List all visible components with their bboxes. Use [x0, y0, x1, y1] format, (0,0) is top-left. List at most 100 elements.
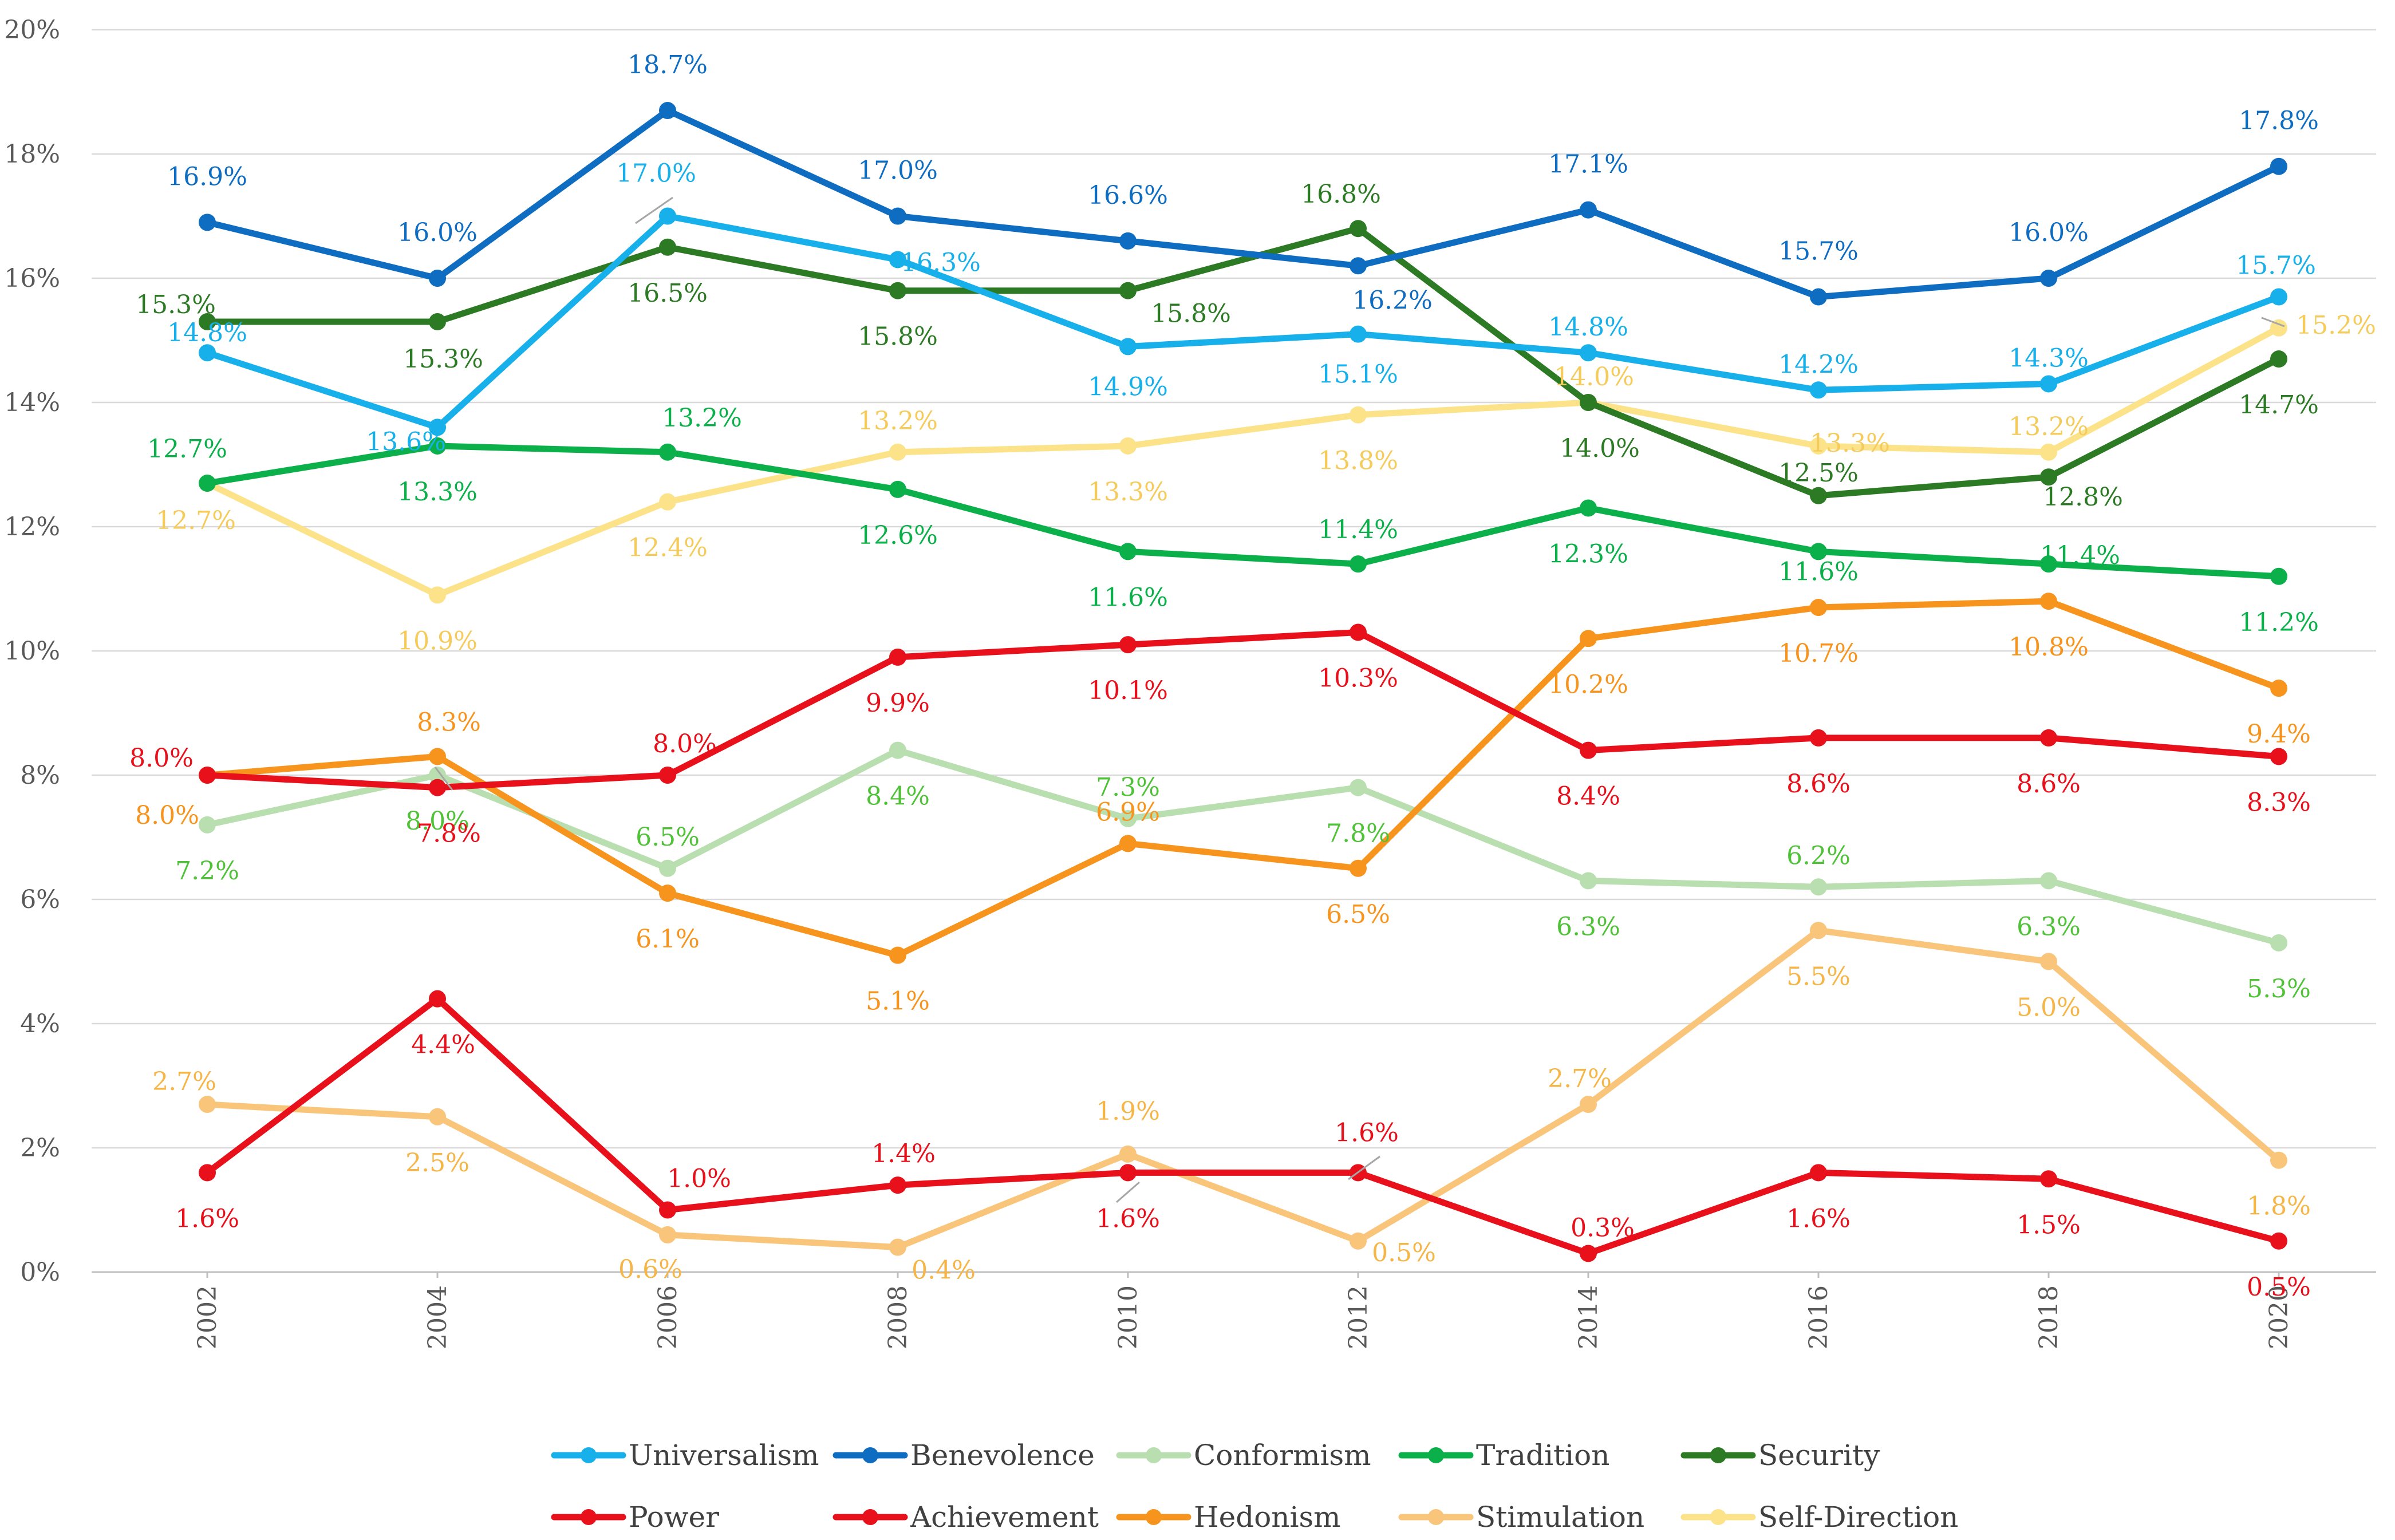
data-point: [429, 437, 446, 455]
data-label: 14.0%: [1560, 434, 1640, 463]
data-point: [659, 1201, 676, 1219]
leader-line: [434, 767, 453, 791]
data-point: [2040, 729, 2057, 747]
data-label: 13.3%: [397, 477, 478, 507]
series-line: [204, 107, 2282, 301]
data-label: 10.3%: [1318, 664, 1398, 693]
data-label: 16.2%: [1352, 286, 1433, 315]
x-tick-label: 2018: [2034, 1285, 2063, 1349]
data-label: 12.5%: [1778, 459, 1859, 488]
data-point: [1350, 406, 1367, 424]
data-point: [1119, 232, 1137, 250]
series-line: [204, 996, 2282, 1257]
series-security: [199, 220, 2287, 504]
y-tick-label: 20%: [4, 15, 60, 45]
data-point: [429, 779, 446, 796]
data-point: [2040, 468, 2057, 486]
data-point: [199, 313, 216, 330]
data-label: 11.2%: [2239, 608, 2319, 637]
legend-label: Security: [1758, 1439, 1880, 1472]
data-point: [1350, 859, 1367, 877]
data-point: [199, 214, 216, 231]
legend-item-achievement[interactable]: Achievement: [832, 1500, 1099, 1534]
data-label: 12.4%: [628, 534, 708, 563]
series-achievement: [199, 623, 2287, 796]
x-tick-label: 2020: [2264, 1285, 2294, 1349]
data-point: [1580, 499, 1597, 517]
data-label: 2.7%: [1548, 1064, 1612, 1093]
data-label: 2.7%: [152, 1067, 216, 1096]
data-label: 0.5%: [1372, 1238, 1436, 1267]
data-point: [889, 207, 906, 225]
data-label: 10.7%: [1778, 639, 1859, 668]
data-label: 13.8%: [1318, 447, 1398, 476]
data-point: [1350, 220, 1367, 238]
data-label: 13.3%: [1810, 429, 1890, 458]
legend-item-self-direction[interactable]: Self-Direction: [1680, 1500, 1958, 1534]
data-point: [889, 946, 906, 964]
x-tick-label: 2016: [1804, 1285, 1833, 1349]
series-line: [204, 225, 2282, 499]
legend-item-conformism[interactable]: Conformism: [1116, 1439, 1371, 1472]
data-label: 6.9%: [1096, 797, 1160, 827]
data-label: 5.0%: [2017, 993, 2081, 1022]
data-label: 8.6%: [1786, 769, 1850, 799]
data-point: [889, 480, 906, 498]
legend-swatch-marker: [581, 1447, 597, 1463]
data-point: [2040, 375, 2057, 393]
legend-label: Power: [629, 1500, 719, 1534]
data-label: 15.8%: [858, 322, 938, 352]
data-point: [199, 344, 216, 362]
data-point: [889, 1238, 906, 1256]
data-point: [1580, 1245, 1597, 1262]
data-point: [1580, 1096, 1597, 1113]
data-label: 16.0%: [397, 218, 478, 247]
data-point: [1119, 437, 1137, 455]
data-point: [1350, 257, 1367, 275]
data-label: 14.2%: [1778, 350, 1859, 379]
series-line: [204, 598, 2282, 959]
data-point: [1580, 201, 1597, 219]
data-point: [2270, 350, 2287, 368]
series-hedonism: [199, 593, 2287, 964]
data-label: 11.6%: [1778, 557, 1859, 586]
data-label: 17.0%: [616, 159, 696, 188]
legend-item-hedonism[interactable]: Hedonism: [1116, 1500, 1341, 1534]
data-label: 6.2%: [1786, 841, 1850, 870]
data-label: 5.1%: [866, 987, 930, 1016]
leader-line: [635, 196, 673, 224]
data-label: 14.8%: [1548, 313, 1628, 342]
data-label: 16.6%: [1088, 181, 1168, 210]
data-point: [1350, 555, 1367, 573]
legend-label: Conformism: [1194, 1439, 1371, 1472]
data-point: [1580, 394, 1597, 411]
legend-swatch-marker: [1710, 1509, 1726, 1525]
legend-item-tradition[interactable]: Tradition: [1398, 1439, 1609, 1472]
data-point: [1810, 1164, 1827, 1182]
y-tick-label: 16%: [4, 264, 60, 293]
data-point: [659, 859, 676, 877]
data-point: [429, 748, 446, 765]
data-point: [2270, 567, 2287, 585]
data-label: 8.0%: [129, 744, 194, 773]
legend-item-stimulation[interactable]: Stimulation: [1398, 1500, 1644, 1534]
legend-item-universalism[interactable]: Universalism: [551, 1439, 819, 1472]
legend-item-power[interactable]: Power: [551, 1500, 719, 1534]
data-point: [889, 282, 906, 299]
legend-item-security[interactable]: Security: [1680, 1439, 1880, 1472]
legend-swatch-marker: [1146, 1447, 1162, 1463]
series-universalism: [199, 207, 2287, 436]
data-label: 0.3%: [1571, 1213, 1635, 1242]
data-label: 1.6%: [1096, 1204, 1160, 1233]
data-label: 12.7%: [156, 506, 236, 535]
legend-item-benevolence[interactable]: Benevolence: [832, 1439, 1095, 1472]
data-labels: 14.8% 13.6% 17.0% 16.3% 14.9% 15.1% 14.8% 14.2%…: [129, 50, 2376, 1302]
data-label: 10.2%: [1548, 670, 1628, 699]
x-tick-label: 2014: [1574, 1285, 1603, 1349]
data-label: 16.5%: [628, 279, 708, 308]
data-label: 14.9%: [1088, 372, 1168, 401]
y-tick-label: 12%: [4, 512, 60, 542]
data-label: 12.6%: [858, 521, 938, 550]
legend-swatch-marker: [1710, 1447, 1726, 1463]
data-point: [1810, 922, 1827, 939]
